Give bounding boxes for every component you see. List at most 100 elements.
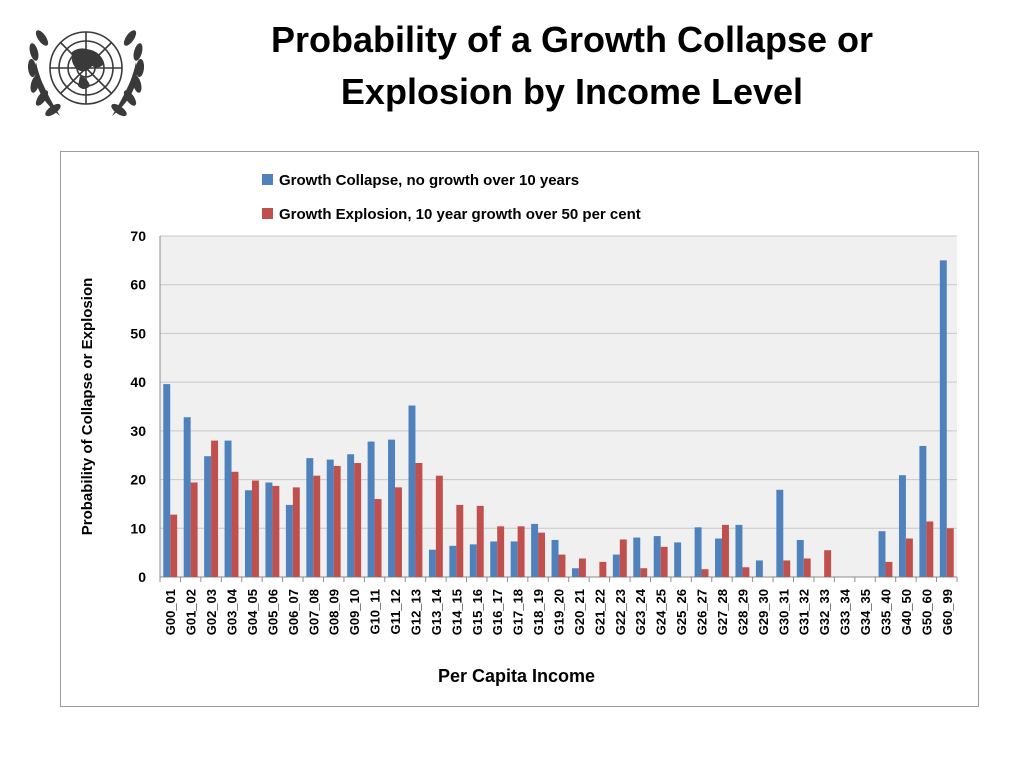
legend-swatch-explosion — [262, 208, 273, 219]
explosion-bar — [272, 485, 280, 577]
x-tick-label: G12_13 — [408, 589, 423, 635]
explosion-bar — [701, 569, 709, 577]
explosion-bar — [251, 480, 259, 577]
explosion-bar — [497, 526, 505, 577]
x-tick-label: G27_28 — [715, 589, 730, 635]
un-emblem-icon — [27, 30, 145, 117]
collapse-bar — [224, 440, 232, 577]
x-tick-label: G29_30 — [756, 589, 771, 635]
explosion-bar — [599, 561, 607, 577]
collapse-bar — [367, 441, 375, 577]
x-tick-label: G25_26 — [674, 589, 689, 635]
explosion-bar — [456, 504, 464, 577]
y-tick-label: 70 — [130, 228, 146, 244]
collapse-bar — [939, 260, 947, 577]
explosion-bar — [395, 487, 402, 577]
explosion-bar — [476, 505, 484, 577]
explosion-bar — [824, 550, 832, 577]
explosion-bar — [660, 546, 668, 577]
collapse-bar — [531, 523, 539, 577]
x-tick-label: G19_20 — [552, 589, 567, 635]
x-tick-label: G02_03 — [204, 589, 219, 635]
collapse-bar — [183, 417, 191, 577]
explosion-bar — [231, 471, 239, 577]
slide-title-line-2: Explosion by Income Level — [340, 71, 804, 112]
collapse-bar — [408, 405, 416, 577]
collapse-bar — [388, 439, 396, 577]
x-tick-label: G06_07 — [286, 589, 301, 635]
explosion-bar — [415, 463, 423, 577]
x-tick-label: G31_32 — [797, 589, 812, 635]
x-tick-label: G24_25 — [654, 589, 669, 635]
explosion-bar — [619, 539, 627, 577]
collapse-bar — [469, 544, 477, 577]
x-tick-label: G28_29 — [735, 589, 750, 635]
collapse-bar — [878, 531, 886, 577]
explosion-bar — [742, 567, 750, 577]
y-tick-label: 40 — [130, 374, 146, 390]
explosion-bar — [578, 558, 586, 577]
collapse-bar — [347, 454, 355, 577]
x-tick-label: G20_21 — [572, 589, 587, 635]
y-tick-label: 20 — [130, 472, 146, 488]
x-tick-label: G32_33 — [817, 589, 832, 635]
collapse-bar — [245, 490, 252, 577]
explosion-bar — [946, 528, 954, 577]
explosion-bar — [374, 499, 382, 577]
collapse-bar — [265, 482, 273, 577]
chart-frame: 0 10 20 30 40 50 60 70 G00_01 G01_02 G02_03 G03_04 G… — [60, 151, 979, 707]
x-tick-label: G17_18 — [511, 589, 526, 635]
collapse-bar — [633, 537, 641, 577]
collapse-bar — [735, 524, 743, 577]
x-tick-label: G21_22 — [592, 589, 607, 635]
x-tick-label: G13_14 — [429, 588, 444, 635]
collapse-bar — [326, 459, 334, 577]
legend-swatch-collapse — [262, 174, 273, 185]
explosion-bar — [211, 440, 219, 577]
x-tick-label: G35_40 — [878, 589, 893, 635]
y-axis-label: Probability of Collapse or Explosion — [79, 278, 96, 536]
y-tick-label: 30 — [130, 423, 146, 439]
x-tick-label: G04_05 — [245, 589, 260, 635]
x-tick-label: G60_99 — [940, 589, 955, 635]
collapse-bar — [428, 549, 436, 577]
explosion-bar — [517, 526, 525, 577]
x-tick-label: G14_15 — [449, 589, 464, 635]
collapse-bar — [919, 445, 927, 577]
collapse-bar — [204, 456, 212, 577]
x-tick-label: G10_11 — [368, 589, 383, 635]
explosion-bar — [783, 560, 791, 577]
explosion-bar — [170, 514, 178, 577]
explosion-bar — [640, 568, 648, 577]
collapse-bar — [612, 554, 620, 577]
slide-title: Probability of a Growth Collapse or Expl… — [190, 14, 954, 118]
collapse-bar — [898, 475, 906, 577]
x-axis-label: Per Capita Income — [438, 666, 595, 686]
legend-label-collapse: Growth Collapse, no growth over 10 years — [279, 172, 579, 189]
x-tick-label: G11_12 — [388, 589, 403, 635]
x-tick-label: G26_27 — [695, 589, 710, 635]
collapse-bar — [285, 504, 293, 577]
y-tick-label: 60 — [130, 277, 146, 293]
collapse-bar — [306, 458, 314, 577]
explosion-bar — [926, 521, 934, 577]
explosion-bar — [885, 561, 893, 577]
collapse-bar — [571, 568, 579, 577]
explosion-bar — [354, 463, 362, 577]
x-tick-label: G40_50 — [899, 589, 914, 635]
x-tick-label: G16_17 — [490, 589, 505, 635]
x-tick-label: G09_10 — [347, 589, 362, 635]
collapse-bar — [776, 489, 784, 577]
y-tick-label: 50 — [130, 325, 146, 341]
slide-title-line-1: Probability of a Growth Collapse or — [270, 19, 874, 60]
collapse-bar — [715, 538, 722, 577]
collapse-bar — [755, 560, 763, 577]
explosion-bar — [803, 558, 811, 577]
collapse-bar — [510, 541, 518, 577]
collapse-bar — [653, 536, 661, 577]
y-tick-label: 0 — [138, 569, 146, 585]
legend-label-explosion: Growth Explosion, 10 year growth over 50… — [279, 206, 641, 223]
x-tick-label: G22_23 — [613, 589, 628, 635]
collapse-bar — [490, 541, 498, 577]
collapse-bar — [694, 527, 702, 577]
